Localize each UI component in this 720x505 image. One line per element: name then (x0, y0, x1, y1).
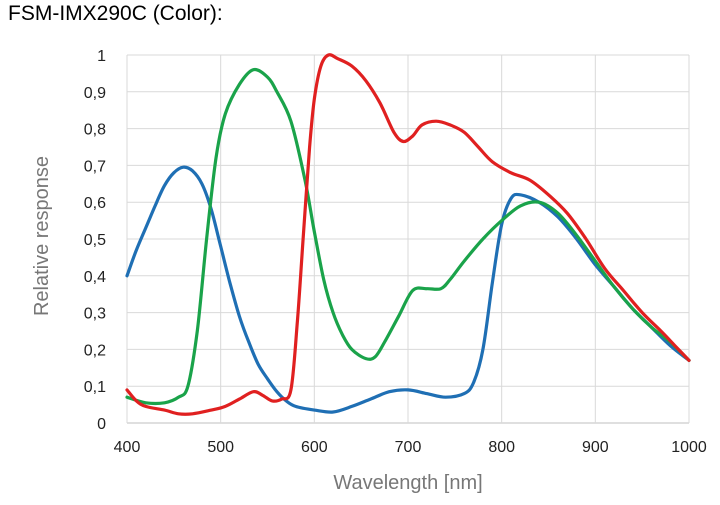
grid (126, 54, 690, 424)
y-tick-label: 0,7 (84, 158, 106, 175)
x-tick-label: 500 (207, 439, 234, 456)
green-response-line (125, 67, 691, 406)
y-axis-label: Relative response (31, 156, 53, 316)
y-tick-label: 0,1 (84, 379, 106, 396)
x-tick-label: 1000 (671, 439, 707, 456)
y-tick-label: 1 (97, 48, 106, 65)
y-tick-label: 0,3 (84, 306, 106, 323)
y-tick-label: 0,9 (84, 85, 106, 102)
x-tick-label: 700 (395, 439, 422, 456)
page-title: FSM-IMX290C (Color): (8, 2, 223, 25)
series-group (125, 53, 691, 416)
red-response-line (125, 53, 691, 416)
y-tick-label: 0,6 (84, 195, 106, 212)
x-axis-label: Wavelength [nm] (333, 472, 482, 494)
y-tick-label: 0,8 (84, 122, 106, 139)
x-tick-label: 900 (582, 439, 609, 456)
x-tick-label: 800 (488, 439, 515, 456)
blue-response-line (125, 165, 691, 414)
x-tick-labels: 400 500 600 700 800 900 1000 (114, 439, 707, 456)
y-tick-label: 0,2 (84, 342, 106, 359)
y-tick-label: 0,4 (84, 269, 106, 286)
x-tick-label: 600 (301, 439, 328, 456)
y-tick-label: 0 (97, 416, 106, 433)
x-tick-label: 400 (114, 439, 141, 456)
y-tick-labels: 0 0,1 0,2 0,3 0,4 0,5 0,6 0,7 0,8 0,9 1 (84, 48, 106, 433)
y-tick-label: 0,5 (84, 232, 106, 249)
